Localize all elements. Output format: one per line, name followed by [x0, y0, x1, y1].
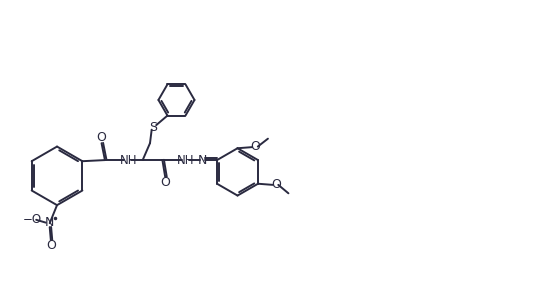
Text: −O: −O — [23, 213, 43, 226]
Text: O: O — [96, 131, 106, 144]
Text: O: O — [46, 239, 56, 252]
Text: NH: NH — [177, 154, 195, 166]
Text: N: N — [198, 154, 207, 166]
Text: O: O — [271, 178, 281, 191]
Text: O: O — [251, 140, 261, 153]
Text: O: O — [160, 176, 170, 189]
Text: NH: NH — [119, 154, 137, 166]
Text: N: N — [45, 216, 54, 228]
Text: S: S — [149, 122, 157, 135]
